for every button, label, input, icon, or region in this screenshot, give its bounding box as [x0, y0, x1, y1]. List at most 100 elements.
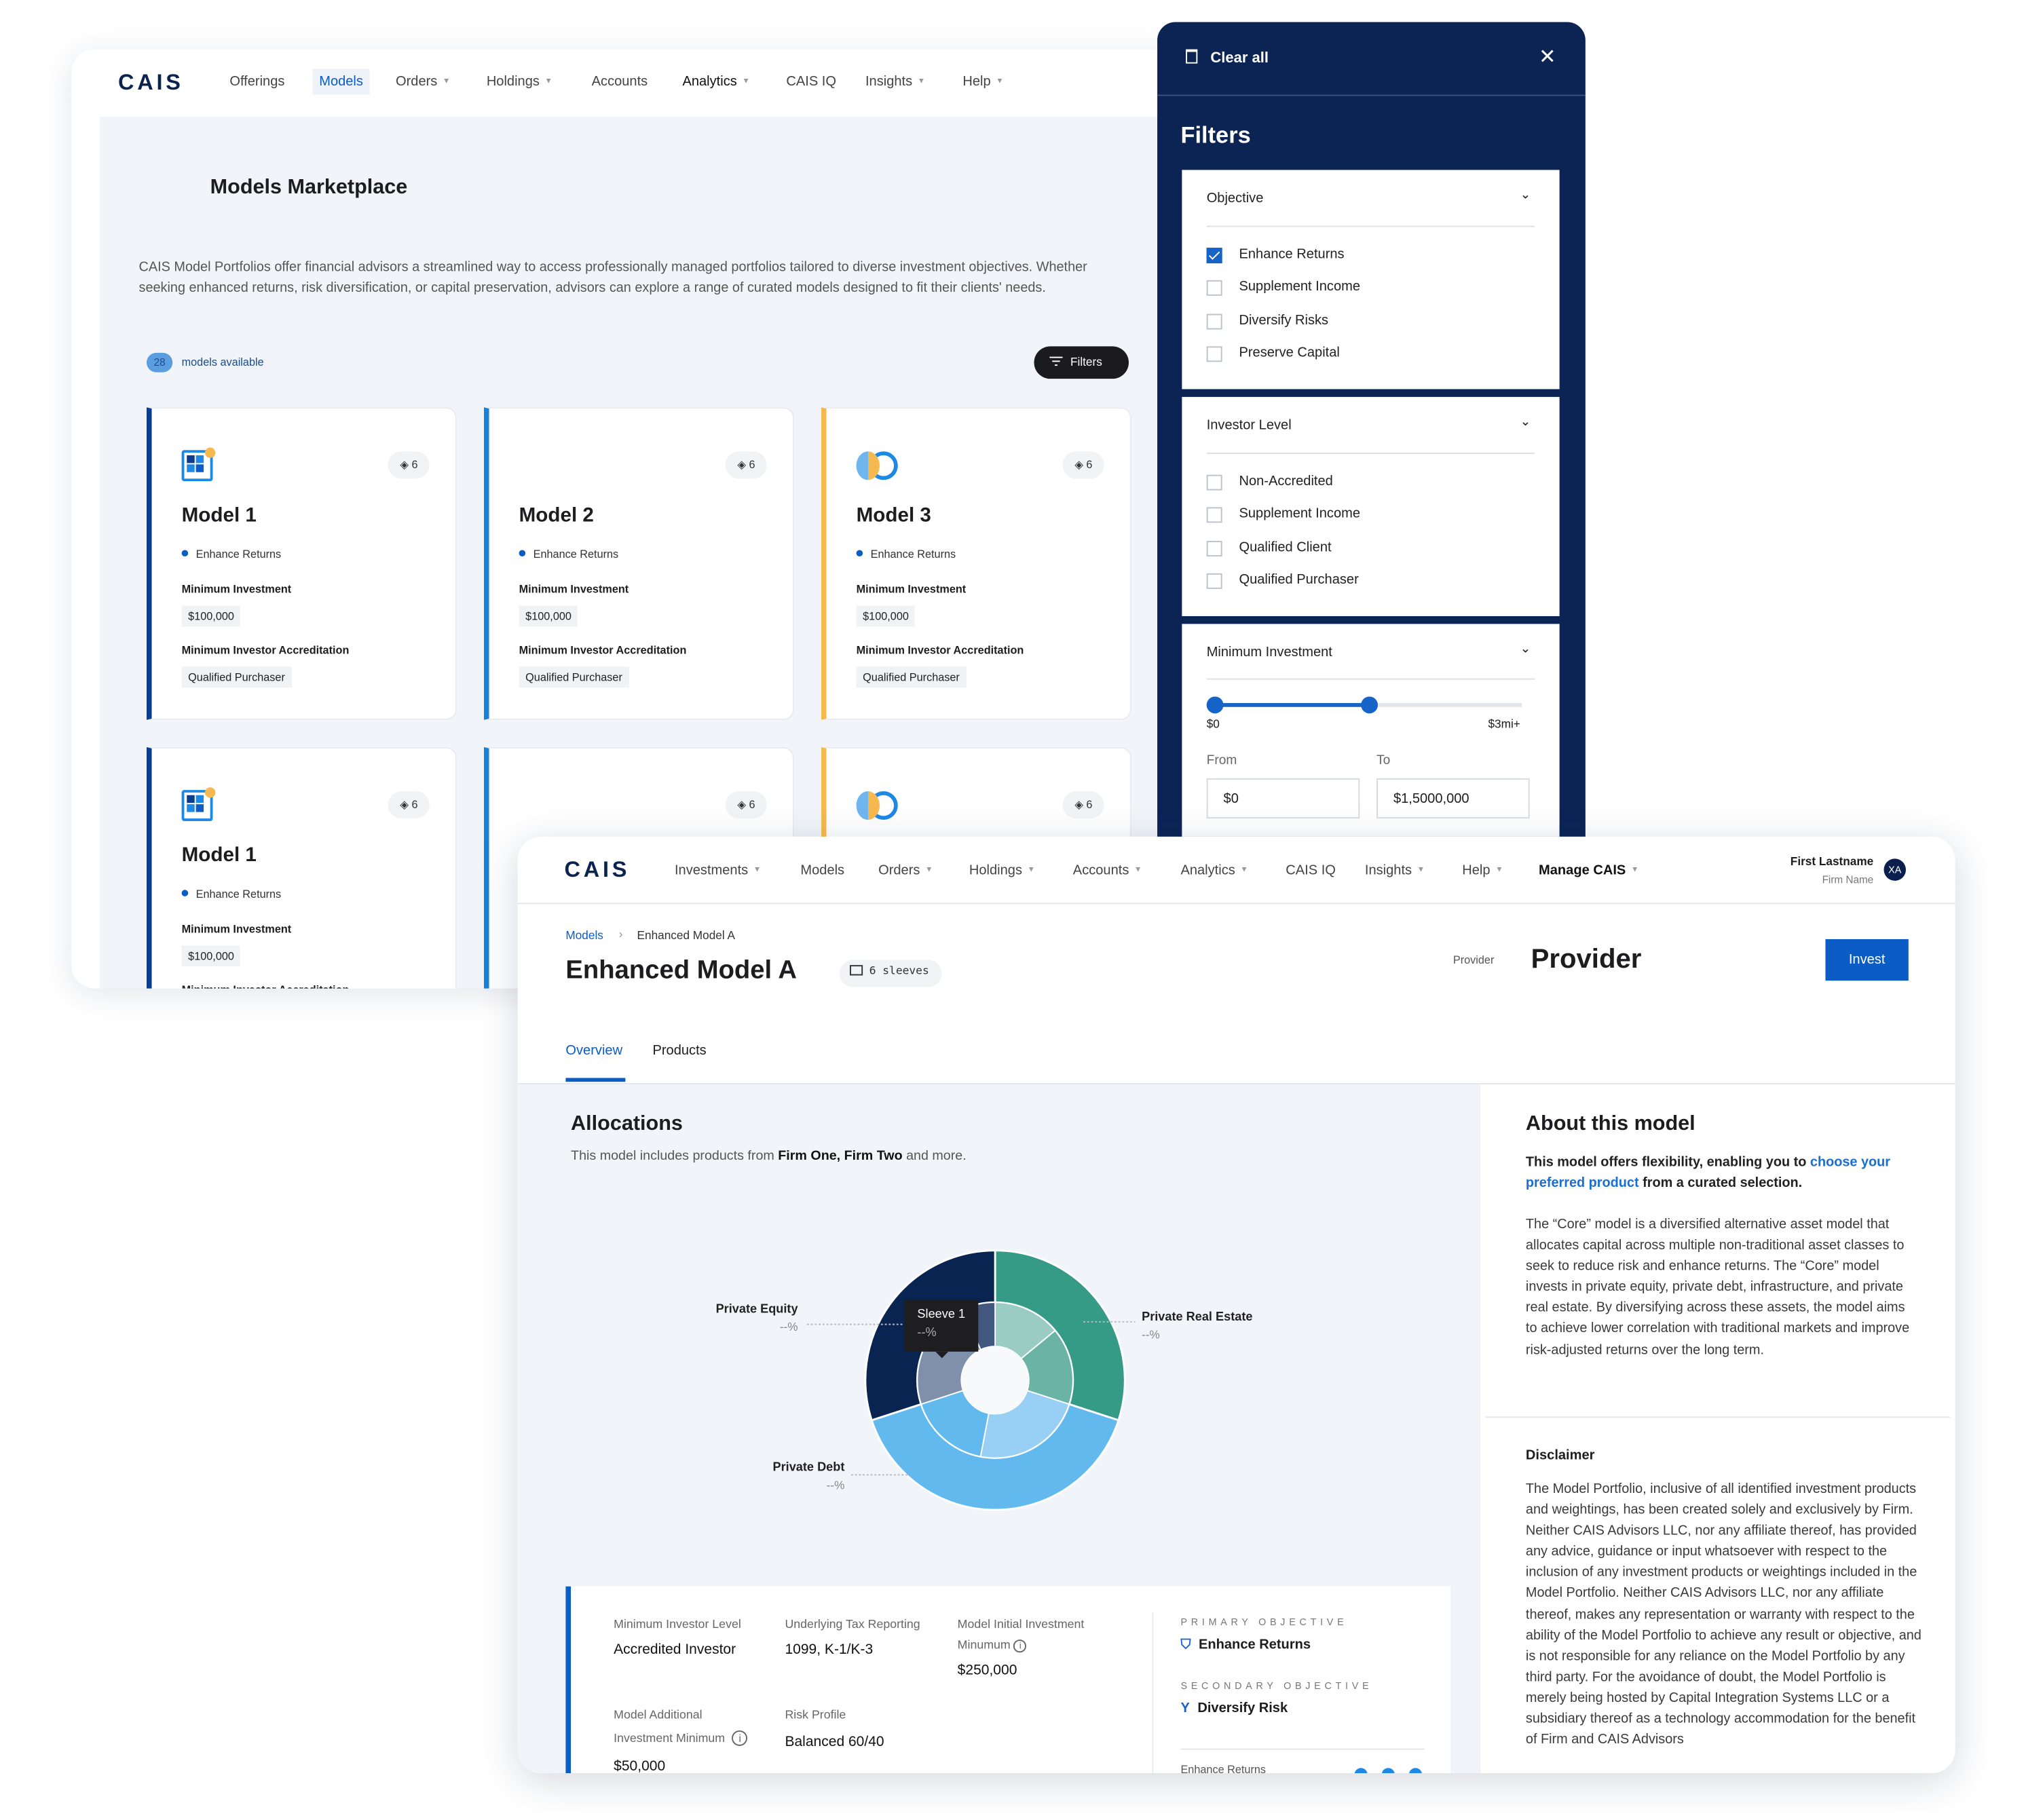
- nav-help[interactable]: Help ▼: [962, 74, 1003, 90]
- nav-analytics[interactable]: Analytics ▼: [1180, 862, 1248, 878]
- checkbox-label[interactable]: Preserve Capital: [1239, 345, 1340, 361]
- donut-hole: [961, 1346, 1029, 1414]
- avatar[interactable]: XA: [1884, 858, 1906, 881]
- sleeves-count-pill: ◈ 6: [1063, 791, 1104, 819]
- min-investment-value: $100,000: [519, 605, 578, 627]
- objective-section: Objective ⌄ Enhance Returns Supplement In…: [1182, 170, 1560, 390]
- tab-products[interactable]: Products: [652, 1042, 707, 1059]
- nav-holdings[interactable]: Holdings ▼: [969, 862, 1035, 878]
- nav-label: Insights: [865, 73, 913, 90]
- series-value-label: --%: [1142, 1328, 1160, 1342]
- nav-label: Investments: [674, 862, 749, 879]
- chevron-down-icon[interactable]: ⌄: [1520, 415, 1531, 430]
- checkbox-label[interactable]: Diversify Risks: [1239, 311, 1329, 328]
- checkbox-label[interactable]: Enhance Returns: [1239, 246, 1345, 263]
- model-card[interactable]: ◈ 6 Model 1 Enhance Returns Minimum Investm…: [146, 407, 457, 720]
- nav-orders[interactable]: Orders ▼: [878, 862, 933, 878]
- user-name[interactable]: First Lastname: [1790, 854, 1874, 868]
- clear-all-button[interactable]: Clear all: [1186, 49, 1269, 66]
- sleeves-count-pill: ◈ 6: [388, 451, 430, 479]
- accreditation-label: Minimum Investor Accreditation: [519, 643, 687, 657]
- checkbox[interactable]: [1206, 313, 1222, 329]
- tab-overview[interactable]: Overview: [565, 1042, 623, 1059]
- nav-insights[interactable]: Insights ▼: [865, 74, 925, 90]
- filters-button[interactable]: Filters: [1034, 346, 1129, 379]
- nav-cais-iq[interactable]: CAIS IQ: [786, 74, 836, 90]
- info-icon[interactable]: i: [732, 1730, 748, 1746]
- nav-help[interactable]: Help ▼: [1462, 862, 1503, 878]
- additional-investment-label: Model Additional: [614, 1708, 702, 1722]
- slider-min-label: $0: [1206, 717, 1220, 731]
- breadcrumb-models-link[interactable]: Models: [565, 928, 603, 942]
- about-body: The “Core” model is a diversified altern…: [1525, 1217, 1910, 1358]
- checkbox-label[interactable]: Supplement Income: [1239, 279, 1360, 295]
- model-title: Enhanced Model A: [565, 955, 797, 985]
- sleeves-count: 6: [411, 457, 418, 471]
- nav-cais-iq[interactable]: CAIS IQ: [1286, 862, 1336, 878]
- checkbox-label[interactable]: Non-Accredited: [1239, 473, 1333, 489]
- model-card[interactable]: ◈ 6 Model 1 Enhance Returns Minimum Investm…: [146, 747, 457, 989]
- nav-investments[interactable]: Investments ▼: [675, 862, 761, 878]
- nav-manage-cais[interactable]: Manage CAIS ▼: [1539, 862, 1638, 878]
- nav-offerings[interactable]: Offerings: [229, 74, 284, 90]
- nav-accounts[interactable]: Accounts: [592, 74, 648, 90]
- chevron-down-icon[interactable]: ⌄: [1520, 188, 1531, 203]
- range-slider-track[interactable]: [1206, 696, 1522, 714]
- chevron-down-icon[interactable]: ⌄: [1520, 642, 1531, 657]
- top-nav: CAIS Investments ▼ Models Orders ▼ Holdings ▼ A…: [517, 837, 1955, 905]
- tax-reporting-label: Underlying Tax Reporting: [785, 1617, 920, 1631]
- nav-label: Manage CAIS: [1539, 862, 1626, 879]
- model-card[interactable]: ◈ 6 Model 3 Enhance Returns Minimum Investm…: [821, 407, 1131, 720]
- caret-down-icon: ▼: [544, 77, 552, 86]
- model-details-card: Minimum Investor Level Accredited Invest…: [565, 1586, 1451, 1774]
- model-name: Model 2: [519, 504, 594, 527]
- from-input[interactable]: $0: [1206, 778, 1360, 819]
- checkbox-label[interactable]: Supplement Income: [1239, 506, 1360, 522]
- nav-accounts[interactable]: Accounts ▼: [1073, 862, 1142, 878]
- checkbox[interactable]: [1206, 474, 1222, 491]
- model-name: Model 3: [856, 504, 931, 527]
- checkbox[interactable]: [1206, 346, 1222, 362]
- tooltip-arrow: [935, 1351, 949, 1365]
- range-slider-min-thumb[interactable]: [1206, 696, 1224, 714]
- objective: Enhance Returns: [182, 548, 282, 561]
- nav-label: Insights: [1364, 862, 1412, 879]
- range-slider-max-thumb[interactable]: [1360, 696, 1378, 714]
- objective-header[interactable]: Objective: [1206, 190, 1264, 206]
- nav-models[interactable]: Models: [312, 69, 370, 95]
- checkbox[interactable]: [1206, 573, 1222, 589]
- series-value-label: --%: [780, 1320, 798, 1333]
- nav-insights[interactable]: Insights ▼: [1365, 862, 1425, 878]
- nav-models[interactable]: Models: [800, 862, 844, 878]
- checkbox[interactable]: [1206, 507, 1222, 523]
- sleeves-count: 6: [749, 457, 755, 471]
- choose-product-link[interactable]: choose your preferred product: [1525, 1156, 1890, 1191]
- invest-button[interactable]: Invest: [1825, 939, 1909, 981]
- checkbox[interactable]: [1206, 280, 1222, 297]
- sleeves-count-pill: ◈ 6: [1063, 451, 1104, 479]
- nav-holdings[interactable]: Holdings ▼: [487, 74, 552, 90]
- sleeves-count-pill: ◈ 6: [726, 791, 767, 819]
- checkbox-label[interactable]: Qualified Purchaser: [1239, 571, 1359, 588]
- checkbox-label[interactable]: Qualified Client: [1239, 539, 1332, 555]
- model-card[interactable]: ◈ 6 Model 2 Enhance Returns Minimum Investm…: [483, 407, 794, 720]
- cais-logo: CAIS: [564, 857, 631, 882]
- allocations-title: Allocations: [571, 1113, 683, 1135]
- divider: [1206, 225, 1535, 227]
- checkbox[interactable]: [1206, 540, 1222, 556]
- layers-icon: ◈: [1074, 797, 1087, 811]
- caret-down-icon: ▼: [1240, 866, 1248, 875]
- info-icon[interactable]: i: [1013, 1639, 1027, 1653]
- allocation-donut-chart: Private Real Estate --% Private Debt --% Pri…: [716, 1249, 1252, 1511]
- close-icon[interactable]: ✕: [1539, 46, 1556, 69]
- min-investment-header[interactable]: Minimum Investment: [1206, 645, 1332, 660]
- nav-label: Models: [319, 73, 363, 90]
- checkbox[interactable]: [1206, 248, 1222, 264]
- min-investment-label: Minimum Investment: [181, 922, 292, 936]
- to-input[interactable]: $1,5000,000: [1376, 778, 1530, 819]
- nav-analytics[interactable]: Analytics ▼: [682, 74, 749, 90]
- layers-icon: ◈: [1074, 457, 1087, 471]
- nav-orders[interactable]: Orders ▼: [396, 74, 450, 90]
- investor-level-header[interactable]: Investor Level: [1206, 417, 1292, 434]
